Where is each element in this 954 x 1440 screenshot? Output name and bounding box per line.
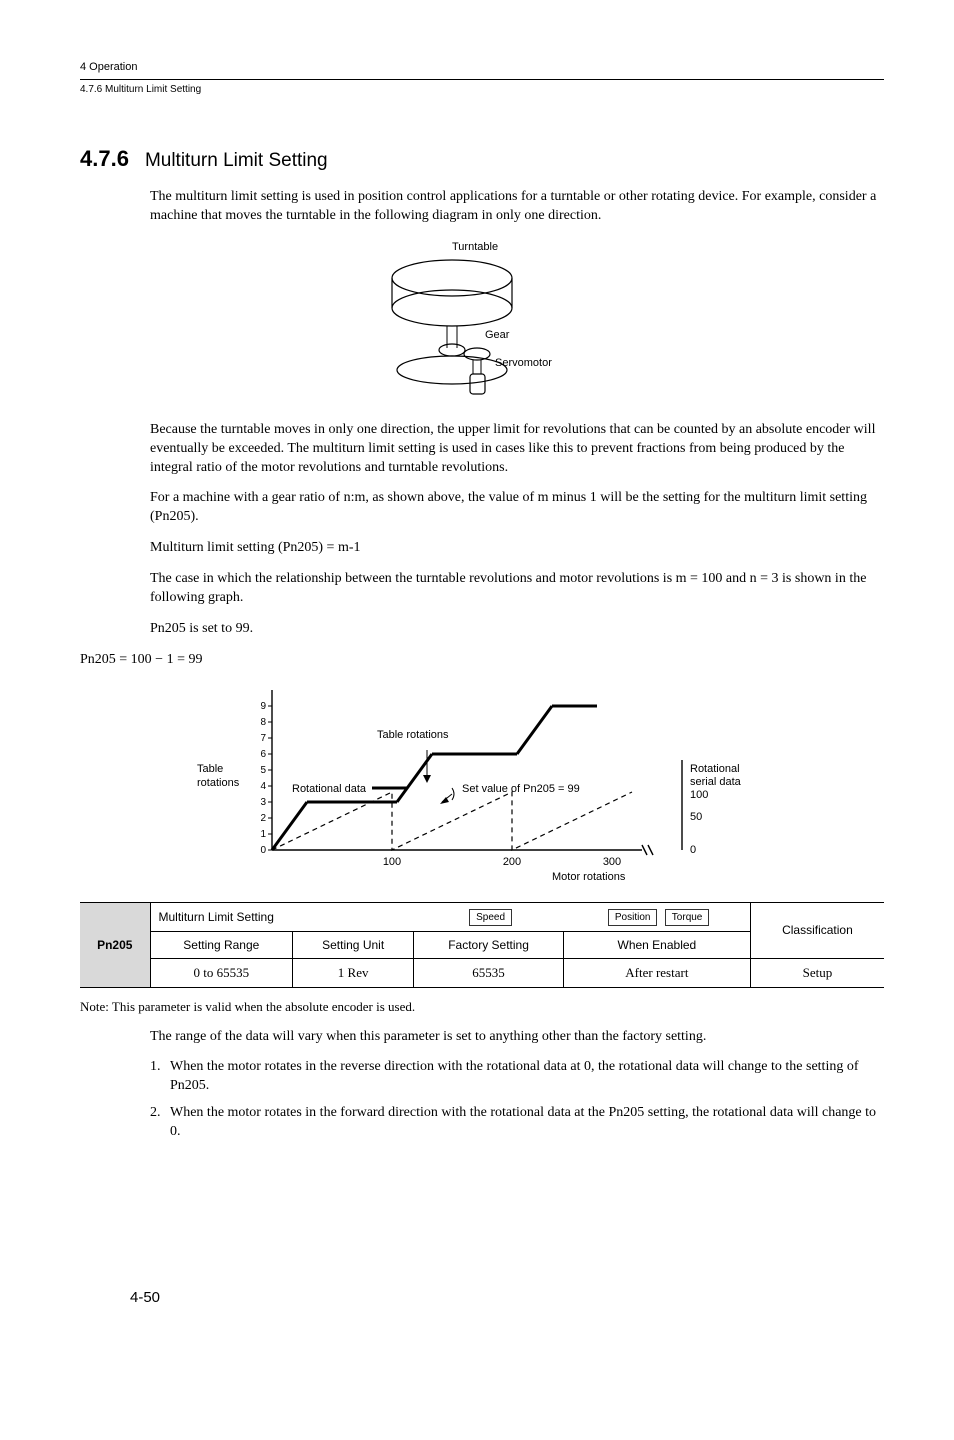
val-classification: Setup [750,959,884,987]
section-name: Multiturn Limit Setting [145,148,328,174]
svg-text:6: 6 [260,749,266,760]
svg-text:50: 50 [690,811,702,823]
hdr-range: Setting Range [150,932,293,959]
tag-speed: Speed [469,909,512,927]
legend-set-value: Set value of Pn205 = 99 [462,783,580,795]
y-right-label-1: Rotational [690,763,740,775]
paragraph-2: Because the turntable moves in only one … [150,421,884,478]
svg-text:8: 8 [260,717,266,728]
header-subsection: 4.7.6 Multiturn Limit Setting [80,83,884,97]
header-rule [80,79,884,80]
list-item-2: When the motor rotates in the forward di… [170,1104,884,1142]
section-number: 4.7.6 [80,144,129,174]
note-text: Note: This parameter is valid when the a… [80,998,884,1016]
turntable-diagram: Turntable Gear Servomotor [80,238,884,403]
svg-text:200: 200 [503,856,521,868]
svg-text:300: 300 [603,856,621,868]
hdr-factory: Factory Setting [414,932,564,959]
paragraph-6: Pn205 is set to 99. [150,620,884,639]
svg-text:7: 7 [260,733,266,744]
svg-text:100: 100 [690,789,708,801]
svg-text:0: 0 [690,844,696,856]
paragraph-3: For a machine with a gear ratio of n:m, … [150,489,884,527]
legend-rotational-data: Rotational data [292,783,367,795]
parameter-table: Pn205 Multiturn Limit Setting Speed Posi… [80,902,884,988]
legend-table-rotations: Table rotations [377,729,449,741]
param-title: Multiturn Limit Setting [159,910,274,924]
hdr-when: When Enabled [563,932,750,959]
classification-header: Classification [750,903,884,959]
val-unit: 1 Rev [293,959,414,987]
section-title: 4.7.6 Multiturn Limit Setting [80,144,884,174]
y-right-label-2: serial data [690,776,742,788]
svg-text:9: 9 [260,701,266,712]
y-left-label-2: rotations [197,777,240,789]
list-num-1: 1. [150,1058,170,1096]
post-text: The range of the data will vary when thi… [150,1028,884,1047]
paragraph-intro: The multiturn limit setting is used in p… [150,188,884,226]
tag-position: Position [608,909,658,927]
numbered-list: 1.When the motor rotates in the reverse … [150,1058,884,1142]
svg-text:0: 0 [260,845,266,856]
svg-text:5: 5 [260,765,266,776]
hdr-unit: Setting Unit [293,932,414,959]
paragraph-4: Multiturn limit setting (Pn205) = m-1 [150,539,884,558]
val-range: 0 to 65535 [150,959,293,987]
x-label: Motor rotations [552,871,626,880]
val-when: After restart [563,959,750,987]
svg-text:100: 100 [383,856,401,868]
gear-label: Gear [485,329,510,341]
val-factory: 65535 [414,959,564,987]
list-item-1: When the motor rotates in the reverse di… [170,1058,884,1096]
turntable-label: Turntable [452,241,498,253]
svg-text:1: 1 [260,829,266,840]
y-left-label-1: Table [197,763,223,775]
formula: Pn205 = 100 − 1 = 99 [80,651,884,670]
svg-text:4: 4 [260,781,266,792]
svg-text:3: 3 [260,797,266,808]
tag-torque: Torque [665,909,710,927]
page-number: 4-50 [130,1288,160,1308]
list-num-2: 2. [150,1104,170,1142]
servomotor-label: Servomotor [495,357,552,369]
rotation-graph: 0 1 2 3 4 5 6 7 8 9 Table rotations 100 … [80,680,884,880]
param-id: Pn205 [80,903,150,987]
header-chapter: 4 Operation [80,60,884,75]
svg-text:2: 2 [260,813,266,824]
paragraph-5: The case in which the relationship betwe… [150,570,884,608]
